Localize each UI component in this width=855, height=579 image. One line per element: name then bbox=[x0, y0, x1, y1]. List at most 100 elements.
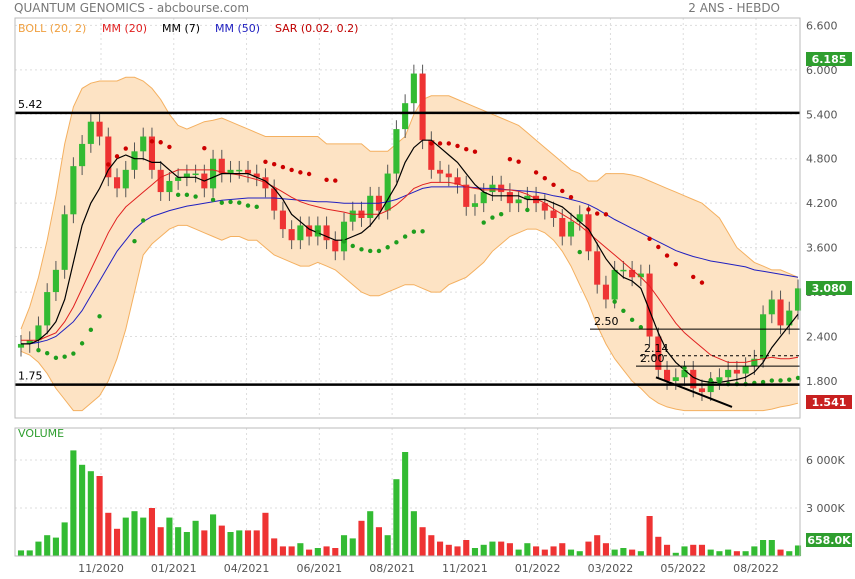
mm50-line bbox=[21, 186, 799, 345]
candle-body bbox=[332, 240, 339, 252]
sar-dot bbox=[568, 194, 574, 200]
candle-body bbox=[681, 369, 688, 378]
badge-volume-text: 658.0K bbox=[807, 534, 851, 547]
volume-bar bbox=[646, 516, 653, 556]
sar-dot bbox=[708, 377, 713, 383]
sar-dot bbox=[664, 253, 670, 258]
volume-bar bbox=[306, 549, 313, 556]
y-tick-label: 3.600 bbox=[806, 242, 838, 255]
sar-dot bbox=[551, 182, 556, 187]
sar-dot bbox=[507, 156, 513, 162]
volume-bar bbox=[480, 544, 487, 556]
candle-body bbox=[550, 210, 557, 218]
sar-dot bbox=[760, 379, 766, 385]
volume-bar bbox=[454, 546, 461, 556]
candles bbox=[17, 64, 802, 401]
candle-body bbox=[445, 173, 452, 178]
volume-bar bbox=[148, 508, 156, 556]
volume-bar bbox=[35, 541, 42, 556]
level-label: 1.75 bbox=[18, 370, 43, 383]
candle-body bbox=[760, 314, 767, 359]
volume-bar bbox=[681, 546, 688, 556]
mm7-line bbox=[21, 139, 799, 383]
candle-body bbox=[672, 377, 679, 381]
sar-dot bbox=[516, 159, 521, 164]
sar-dot bbox=[228, 199, 233, 205]
volume-bar bbox=[637, 551, 644, 556]
candle-body bbox=[61, 214, 68, 270]
candle-body bbox=[210, 158, 217, 189]
candle-body bbox=[140, 136, 147, 152]
volume-label: VOLUME bbox=[18, 427, 64, 440]
candle-body bbox=[777, 299, 784, 326]
volume-bar bbox=[506, 543, 513, 556]
sar-dot bbox=[219, 200, 224, 205]
candle-body bbox=[655, 336, 662, 370]
chart-title: QUANTUM GENOMICS - abcbourse.com bbox=[14, 1, 249, 15]
candle-body bbox=[297, 225, 304, 241]
volume-bar bbox=[611, 549, 618, 556]
volume-tick-label: 3 000K bbox=[806, 502, 845, 515]
sar-dot bbox=[647, 236, 652, 242]
sar-dot bbox=[682, 365, 687, 371]
candle-body bbox=[70, 166, 77, 215]
candle-body bbox=[384, 173, 391, 211]
axes: 1.8002.4003.0003.6004.2004.8005.4006.000… bbox=[14, 17, 845, 575]
sar-dot bbox=[193, 194, 198, 199]
sar-dot bbox=[691, 274, 696, 280]
sar-dot bbox=[376, 248, 382, 254]
volume-bar bbox=[428, 535, 435, 556]
candle-body bbox=[122, 169, 129, 189]
sar-dot bbox=[411, 229, 417, 234]
sar-dot bbox=[498, 211, 504, 217]
sar-dot bbox=[368, 248, 373, 254]
sar-dot bbox=[560, 188, 565, 194]
candle-body bbox=[26, 340, 33, 344]
sar-dot bbox=[263, 159, 268, 164]
volume-bar bbox=[323, 546, 330, 556]
candle-body bbox=[594, 251, 601, 285]
candle-body bbox=[637, 273, 644, 278]
volume-bar bbox=[576, 551, 583, 556]
x-tick-label: 01/2021 bbox=[151, 562, 197, 575]
sar-dot bbox=[542, 175, 548, 181]
volume-bar bbox=[602, 543, 609, 556]
mm20-line bbox=[21, 169, 799, 363]
volume-bar bbox=[620, 548, 627, 556]
candle-body bbox=[410, 73, 417, 104]
candle-body bbox=[480, 192, 487, 204]
sar-dot bbox=[97, 314, 102, 319]
volume-bar bbox=[655, 536, 662, 556]
candle-body bbox=[227, 169, 234, 174]
candle-body bbox=[524, 195, 531, 200]
candle-body bbox=[611, 269, 618, 300]
volume-panel-frame bbox=[14, 427, 801, 557]
sar-dot bbox=[603, 212, 609, 217]
sar-dot bbox=[612, 299, 617, 304]
sar-dot bbox=[141, 218, 146, 223]
candle-body bbox=[340, 221, 348, 252]
sar-dot bbox=[333, 178, 338, 183]
volume-bar bbox=[314, 548, 321, 556]
badge-upper: 6.185 bbox=[806, 52, 852, 66]
horizontal-levels: 5.42 1.75 2.50 2.142.00 bbox=[15, 98, 800, 408]
volume-bar bbox=[44, 535, 51, 556]
badge-current: 3.080 bbox=[806, 281, 852, 295]
x-tick-label: 08/2021 bbox=[369, 562, 415, 575]
volume-bar bbox=[201, 530, 208, 556]
volume-bar bbox=[17, 550, 25, 556]
x-tick-label: 05/2022 bbox=[660, 562, 706, 575]
volume-bar bbox=[402, 452, 409, 556]
candle-body bbox=[35, 325, 42, 341]
candle-body bbox=[663, 369, 671, 381]
sar-dot bbox=[673, 261, 678, 267]
candle-body bbox=[419, 73, 426, 141]
x-tick-label: 08/2022 bbox=[733, 562, 779, 575]
volume-bar bbox=[227, 532, 234, 556]
volume-bar bbox=[541, 549, 548, 556]
candle-body bbox=[113, 177, 121, 189]
legend-item: SAR (0.02, 0.2) bbox=[275, 22, 358, 35]
sar-dot bbox=[149, 139, 155, 144]
bollinger-lower bbox=[20, 224, 799, 412]
y-tick-label: 1.800 bbox=[806, 375, 838, 388]
